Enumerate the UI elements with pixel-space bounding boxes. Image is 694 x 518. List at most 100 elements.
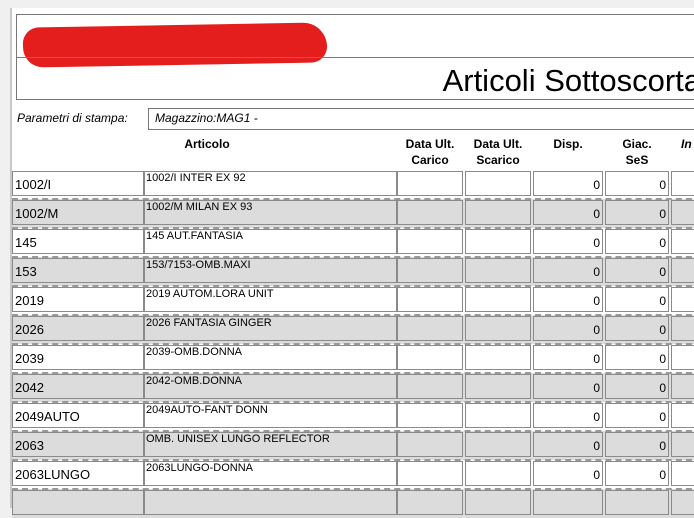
cell-giac: 0 — [605, 345, 669, 370]
cell-giac: 0 — [605, 229, 669, 254]
cell-desc: 2026 FANTASIA GINGER — [144, 316, 397, 341]
cell-carico — [397, 229, 463, 254]
cell-carico — [397, 287, 463, 312]
cell-disp: 0 — [533, 461, 603, 486]
col-header-line: Data Ult. — [405, 137, 455, 151]
cell-giac: 0 — [605, 316, 669, 341]
cell-giac: 0 — [605, 287, 669, 312]
cell-desc: 2039-OMB.DONNA — [144, 345, 397, 370]
table-row: 2039 2039-OMB.DONNA 0 0 — [12, 343, 694, 373]
cell-giac: 0 — [605, 200, 669, 225]
cell-carico — [397, 490, 463, 515]
cell-scarico — [465, 258, 531, 283]
cell-desc: 153/7153-OMB.MAXI — [144, 258, 397, 283]
row-separator — [12, 430, 694, 432]
cell-scarico — [465, 200, 531, 225]
row-separator — [12, 314, 694, 316]
cell-desc: 2049AUTO-FANT DONN — [144, 403, 397, 428]
cell-disp: 0 — [533, 229, 603, 254]
redacted-company-name — [22, 22, 328, 68]
row-separator — [12, 459, 694, 461]
row-separator — [12, 198, 694, 200]
header-divider — [17, 57, 694, 58]
col-header-line: Giac. — [622, 137, 652, 151]
cell-next — [671, 374, 694, 399]
cell-carico — [397, 200, 463, 225]
cell-scarico — [465, 229, 531, 254]
cell-carico — [397, 345, 463, 370]
cell-disp: 0 — [533, 432, 603, 457]
cell-giac: 0 — [605, 403, 669, 428]
cell-scarico — [465, 316, 531, 341]
col-header-data-scarico: Data Ult. Scarico — [465, 136, 531, 168]
cell-code: 153 — [12, 258, 144, 283]
row-separator — [12, 372, 694, 374]
cell-carico — [397, 461, 463, 486]
row-separator — [12, 285, 694, 287]
cell-scarico — [465, 403, 531, 428]
params-label: Parametri di stampa: — [17, 111, 128, 125]
cell-next — [671, 200, 694, 225]
col-header-line: Carico — [411, 153, 449, 167]
cell-scarico — [465, 490, 531, 515]
cell-disp: 0 — [533, 345, 603, 370]
cell-next — [671, 432, 694, 457]
report-table: 1002/I 1002/I INTER EX 92 0 0 1002/M 1002/M M… — [12, 170, 694, 518]
col-header-articolo: Articolo — [184, 137, 230, 151]
cell-code: 2063 — [12, 432, 144, 457]
table-row: 2042 2042-OMB.DONNA 0 0 — [12, 372, 694, 402]
cell-scarico — [465, 345, 531, 370]
cell-desc: 2063LUNGO-DONNA — [144, 461, 397, 486]
cell-code — [12, 490, 144, 515]
row-separator — [12, 343, 694, 345]
cell-next — [671, 258, 694, 283]
cell-carico — [397, 432, 463, 457]
col-header-data-carico: Data Ult. Carico — [397, 136, 463, 168]
cell-carico — [397, 316, 463, 341]
cell-desc: OMB. UNISEX LUNGO REFLECTOR — [144, 432, 397, 457]
cell-giac: 0 — [605, 171, 669, 196]
cell-disp: 0 — [533, 258, 603, 283]
cell-next — [671, 229, 694, 254]
report-title: Articoli Sottoscorta — [442, 63, 694, 98]
cell-giac: 0 — [605, 432, 669, 457]
params-box: Magazzino:MAG1 - — [148, 108, 694, 130]
cell-scarico — [465, 461, 531, 486]
table-row: 2049AUTO 2049AUTO-FANT DONN 0 0 — [12, 401, 694, 431]
col-header-line: SeS — [625, 153, 649, 167]
cell-disp: 0 — [533, 171, 603, 196]
col-header-giac: Giac. SeS — [605, 136, 669, 168]
table-row: 145 145 AUT.FANTASIA 0 0 — [12, 227, 694, 257]
cell-next — [671, 287, 694, 312]
cell-scarico — [465, 432, 531, 457]
cell-disp: 0 — [533, 200, 603, 225]
table-row: 2063LUNGO 2063LUNGO-DONNA 0 0 — [12, 459, 694, 489]
cell-next — [671, 171, 694, 196]
col-header-line: Data Ult. — [473, 137, 523, 151]
table-row: 1002/M 1002/M MILAN EX 93 0 0 — [12, 198, 694, 228]
table-row: 1002/I 1002/I INTER EX 92 0 0 — [12, 170, 694, 199]
cell-disp: 0 — [533, 287, 603, 312]
table-row: 2019 2019 AUTOM.LORA UNIT 0 0 — [12, 285, 694, 315]
col-header-line: Scarico — [476, 153, 520, 167]
cell-giac — [605, 490, 669, 515]
cell-disp: 0 — [533, 403, 603, 428]
col-header-disp: Disp. — [553, 137, 583, 151]
row-separator — [12, 256, 694, 258]
cell-scarico — [465, 374, 531, 399]
params-value: Magazzino:MAG1 - — [155, 111, 258, 125]
cell-desc — [144, 490, 397, 515]
cell-disp — [533, 490, 603, 515]
cell-next — [671, 316, 694, 341]
cell-code: 1002/M — [12, 200, 144, 225]
col-header-next: In — [681, 137, 692, 151]
cell-code: 2042 — [12, 374, 144, 399]
cell-code: 1002/I — [12, 171, 144, 196]
cell-code: 2049AUTO — [12, 403, 144, 428]
cell-carico — [397, 403, 463, 428]
report-header: Articoli Sottoscorta — [16, 14, 694, 100]
row-separator — [12, 401, 694, 403]
table-row: 2063 OMB. UNISEX LUNGO REFLECTOR 0 0 — [12, 430, 694, 460]
cell-desc: 145 AUT.FANTASIA — [144, 229, 397, 254]
row-separator — [12, 227, 694, 229]
